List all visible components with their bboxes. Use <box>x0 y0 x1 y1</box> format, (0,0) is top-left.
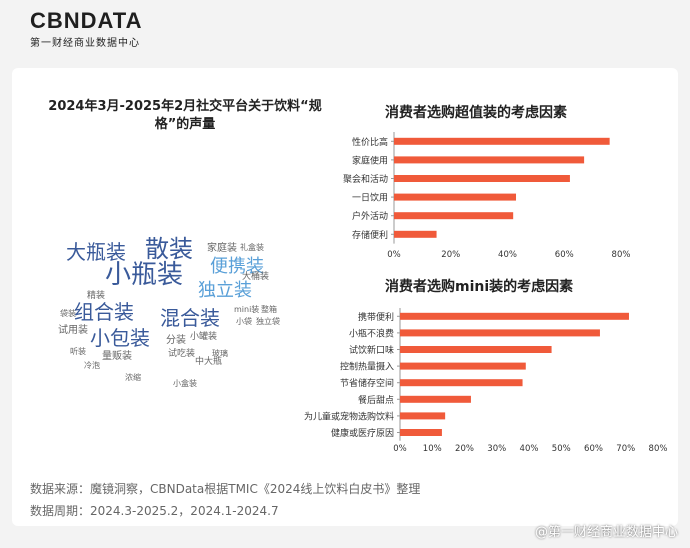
wordcloud-word: 试用装 <box>58 325 88 336</box>
wordcloud-word: 听装 <box>70 347 86 356</box>
wordcloud-word: 整箱 <box>261 305 277 314</box>
chart1-x-tick-label: 60% <box>555 250 574 260</box>
chart1-bar <box>394 137 610 145</box>
chart2-category-label: 试饮新口味 <box>349 344 394 356</box>
wordcloud-word: mini装 <box>234 305 260 314</box>
chart2-title: 消费者选购mini装的考虑因素 <box>385 279 574 295</box>
chart1-category-label: 户外活动 <box>352 210 388 222</box>
chart2-category-label: 携带便利 <box>358 311 394 323</box>
chart1-category-label: 存储便利 <box>352 229 388 241</box>
chart2-x-tick-label: 30% <box>487 444 506 454</box>
wordcloud-word: 小袋 <box>236 317 252 326</box>
wordcloud-word: 独立袋 <box>256 317 280 326</box>
wordcloud-title: 2024年3月-2025年2月社交平台关于饮料“规格”的声量 <box>48 99 322 132</box>
chart1-bar <box>394 212 514 220</box>
chart2-x-tick-label: 20% <box>455 444 474 454</box>
chart1-bar <box>394 175 570 182</box>
chart2-x-tick-label: 10% <box>423 444 442 454</box>
chart1-bar <box>394 230 437 238</box>
chart2-x-tick-label: 0% <box>393 444 407 454</box>
chart1-title: 消费者选购超值装的考虑因素 <box>385 105 567 121</box>
wordcloud-word: 袋装 <box>60 309 76 318</box>
wordcloud-word: 量贩装 <box>102 351 132 362</box>
wordcloud: 小瓶装 散装 大瓶装组合装 混合装 小包装 便携装独立装 家庭装试用装分装 小罐装量贩装中大瓶… <box>30 210 330 410</box>
chart2-category-label: 健康或医疗原因 <box>331 427 394 439</box>
footer-source: 数据来源：魔镜洞察，CBNData根据TMIC《2024线上饮料白皮书》整理 <box>30 482 421 496</box>
chart2-bar <box>400 312 629 320</box>
wordcloud-word: 浓缩 <box>125 373 141 382</box>
wordcloud-word: 大桶装 <box>242 272 270 282</box>
chart2-x-tick-label: 60% <box>584 444 603 454</box>
wordcloud-word: 家庭装 <box>207 243 237 254</box>
chart1-category-label: 家庭使用 <box>352 154 388 166</box>
wordcloud-word: 独立装 <box>198 280 252 301</box>
wordcloud-word: 混合装 <box>160 306 220 330</box>
brand-logo: CBNDATA <box>30 8 143 33</box>
wordcloud-word: 组合装 <box>74 300 134 324</box>
wordcloud-word: 试吃装 <box>168 349 196 359</box>
wordcloud-word: 精装 <box>87 291 106 301</box>
wordcloud-word: 玻璃 <box>212 349 228 358</box>
wordcloud-word: 中大瓶 <box>195 357 223 367</box>
chart1-x-tick-label: 80% <box>612 250 631 260</box>
wordcloud-word: 大瓶装 <box>66 240 126 264</box>
chart2-category-label: 节省储存空间 <box>340 377 394 389</box>
chart1-x-tick-label: 0% <box>387 250 401 260</box>
chart1-bar <box>394 156 585 164</box>
chart1-category-label: 性价比高 <box>352 136 388 148</box>
chart1-category-label: 聚会和活动 <box>343 173 388 185</box>
wordcloud-word: 礼盒装 <box>240 243 264 252</box>
chart1-x-tick-label: 20% <box>441 250 460 260</box>
chart1-bar <box>394 193 517 201</box>
watermark: @第一财经商业数据中心 <box>534 525 678 540</box>
chart2-x-tick-label: 70% <box>616 444 635 454</box>
chart2-x-tick-label: 80% <box>649 444 668 454</box>
chart1-category-label: 一日饮用 <box>352 192 388 204</box>
chart2-category-label: 控制热量摄入 <box>340 361 394 373</box>
chart2-bar <box>400 412 446 420</box>
chart2-bar <box>400 379 523 387</box>
wordcloud-word: 散装 <box>145 235 193 263</box>
wordcloud-word: 小瓶装 <box>105 260 184 290</box>
wordcloud-word: 小罐装 <box>190 332 218 342</box>
chart1-x-tick-label: 40% <box>498 250 517 260</box>
chart2-category-label: 餐后甜点 <box>358 394 394 406</box>
chart2-bar <box>400 329 600 337</box>
brand-subtitle: 第一财经商业数据中心 <box>30 38 140 49</box>
chart2-bar <box>400 346 552 353</box>
wordcloud-word: 小包装 <box>90 326 150 350</box>
footer-period: 数据周期：2024.3-2025.2，2024.1-2024.7 <box>30 504 279 518</box>
chart2-category-label: 小瓶不浪费 <box>349 327 394 339</box>
chart2-bar <box>400 362 526 370</box>
wordcloud-word: 便携装 <box>210 256 264 277</box>
chart2-bar <box>400 395 471 403</box>
chart2-category-label: 为儿童或宠物选购饮料 <box>304 410 394 422</box>
chart2-bar <box>400 429 442 436</box>
chart2-x-tick-label: 40% <box>520 444 539 454</box>
wordcloud-word: 小盒装 <box>173 379 197 388</box>
brand: CBNDATA 第一财经商业数据中心 <box>30 8 143 49</box>
wordcloud-word: 分装 <box>166 335 186 346</box>
wordcloud-word: 冷泡 <box>84 361 100 370</box>
chart2-x-tick-label: 50% <box>552 444 571 454</box>
